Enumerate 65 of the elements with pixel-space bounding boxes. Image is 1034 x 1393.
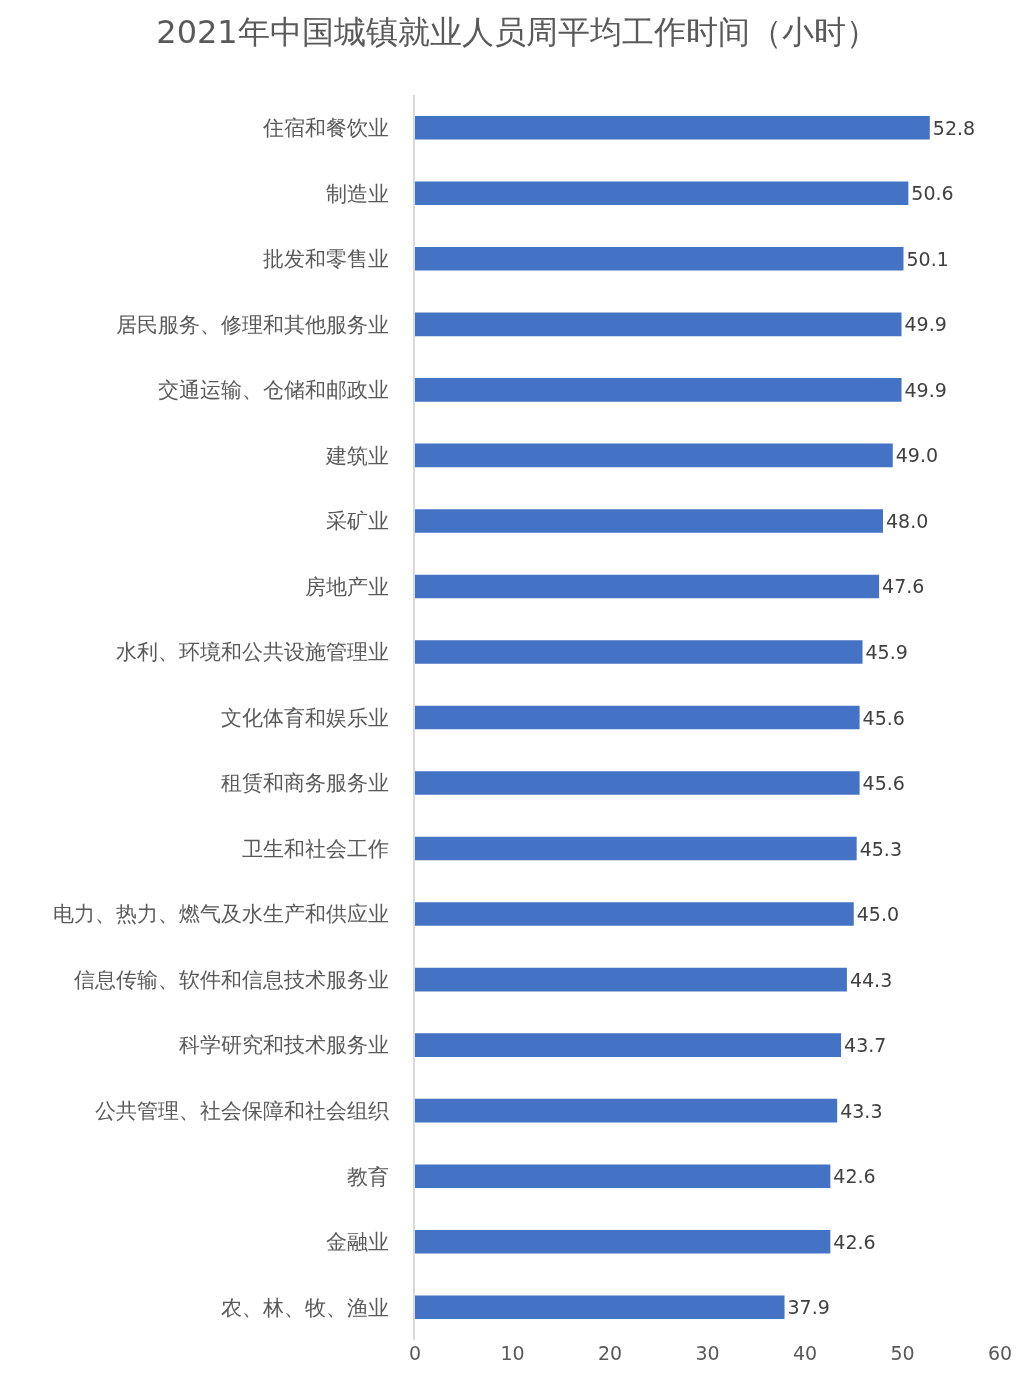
y-tick-label: 交通运输、仓储和邮政业 [158, 378, 390, 403]
data-label: 49.9 [904, 313, 947, 336]
bar [415, 902, 854, 926]
data-label: 45.3 [859, 837, 902, 860]
y-tick-label: 租赁和商务服务业 [221, 771, 390, 796]
chart-title: 2021年中国城镇就业人员周平均工作时间（小时） [156, 13, 878, 52]
bar [415, 247, 904, 271]
data-label: 45.6 [862, 706, 905, 729]
y-tick-label: 建筑业 [325, 443, 390, 468]
bar [415, 771, 860, 795]
y-tick-label: 采矿业 [326, 509, 390, 534]
y-tick-label: 金融业 [326, 1230, 390, 1255]
y-tick-label: 住宿和餐饮业 [262, 116, 390, 141]
data-label: 37.9 [787, 1296, 830, 1319]
bar [415, 509, 883, 533]
data-label: 42.6 [833, 1230, 876, 1253]
bar [415, 181, 909, 206]
y-tick-label: 房地产业 [305, 574, 390, 599]
y-tick-label: 居民服务、修理和其他服务业 [116, 312, 390, 337]
bar [415, 836, 857, 861]
bar [415, 574, 880, 599]
x-tick-label: 20 [597, 1342, 623, 1364]
bar [415, 1295, 785, 1320]
bar [415, 115, 930, 140]
data-label: 49.9 [904, 378, 947, 401]
bar [415, 640, 863, 664]
bar [415, 705, 860, 730]
data-label: 43.7 [844, 1034, 887, 1057]
data-label: 52.8 [932, 116, 976, 139]
x-tick-label: 40 [792, 1342, 818, 1364]
bar [415, 1229, 831, 1254]
bar [415, 1164, 831, 1188]
x-tick-label: 30 [695, 1342, 720, 1364]
y-tick-label: 信息传输、软件和信息技术服务业 [74, 967, 390, 992]
y-tick-label: 水利、环境和公共设施管理业 [116, 640, 390, 665]
data-label: 48.0 [886, 509, 929, 532]
data-label: 50.6 [911, 182, 954, 205]
data-label: 49.0 [895, 444, 939, 467]
bar [415, 443, 893, 468]
x-tick-label: 10 [500, 1342, 525, 1364]
data-label: 45.9 [865, 640, 908, 663]
x-tick-label: 50 [890, 1342, 915, 1364]
y-tick-label: 卫生和社会工作 [242, 836, 390, 861]
x-tick-label: 60 [987, 1342, 1013, 1364]
y-tick-label: 制造业 [326, 181, 390, 206]
y-tick-label: 教育 [347, 1164, 390, 1189]
bar [415, 967, 847, 992]
bar [415, 312, 902, 337]
y-tick-label: 批发和零售业 [263, 247, 390, 272]
y-tick-label: 公共管理、社会保障和社会组织 [95, 1099, 390, 1124]
y-tick-label: 电力、热力、燃气及水生产和供应业 [53, 902, 390, 927]
bar [415, 378, 902, 402]
data-label: 42.6 [833, 1165, 876, 1188]
data-label: 45.0 [856, 903, 900, 926]
data-label: 43.3 [840, 1099, 883, 1122]
x-tick-label: 0 [408, 1342, 422, 1364]
y-tick-label: 文化体育和娱乐业 [221, 705, 390, 730]
bar [415, 1098, 838, 1123]
data-label: 44.3 [849, 968, 893, 991]
bar [415, 1033, 842, 1057]
data-label: 45.6 [862, 772, 905, 795]
y-tick-label: 科学研究和技术服务业 [179, 1033, 390, 1058]
data-label: 47.6 [882, 575, 925, 598]
data-label: 50.1 [906, 247, 949, 270]
y-tick-label: 农、林、牧、渔业 [221, 1295, 390, 1320]
